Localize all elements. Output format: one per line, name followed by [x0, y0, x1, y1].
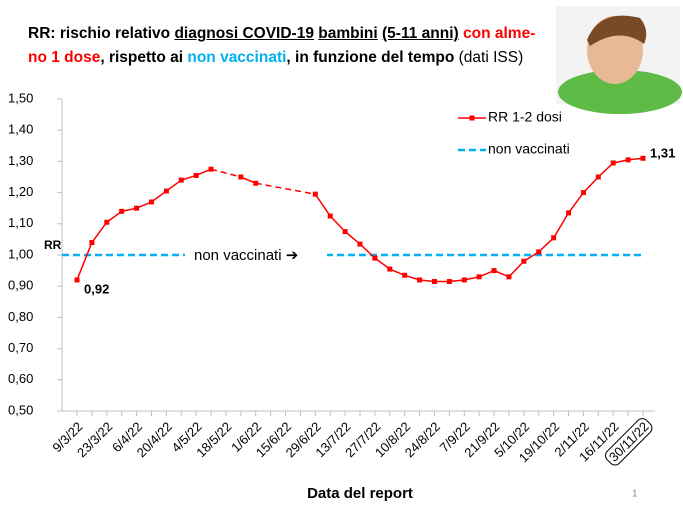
marker — [328, 214, 333, 219]
marker — [551, 235, 556, 240]
marker — [566, 210, 571, 215]
y-tick-label: 1,50 — [8, 90, 33, 105]
title-text: RR: rischio relativo — [28, 25, 174, 42]
marker — [194, 173, 199, 178]
page-number: 1 — [632, 489, 638, 500]
marker — [462, 277, 467, 282]
title-text: non vaccinati — [187, 49, 286, 66]
marker — [447, 279, 452, 284]
marker — [119, 209, 124, 214]
title-text: (dati ISS) — [459, 49, 524, 66]
value-label: 1,31 — [650, 146, 675, 161]
y-tick-label: 1,00 — [8, 246, 33, 261]
marker — [209, 167, 214, 172]
y-tick-label: 0,90 — [8, 278, 33, 293]
y-tick-label: 1,20 — [8, 184, 33, 199]
marker — [89, 240, 94, 245]
marker — [104, 220, 109, 225]
marker — [387, 267, 392, 272]
gap-bridge — [256, 183, 316, 194]
gap-bridge — [211, 169, 241, 177]
marker — [477, 274, 482, 279]
marker — [164, 189, 169, 194]
y-tick-label: 0,50 — [8, 402, 33, 417]
title-text: no 1 dose — [28, 49, 100, 66]
y-annotation: RR — [44, 238, 62, 252]
legend-marker — [470, 116, 475, 121]
title-text: , in funzione del tempo — [286, 49, 458, 66]
marker — [179, 178, 184, 183]
legend-label: non vaccinati — [488, 141, 570, 157]
marker — [521, 259, 526, 264]
legend-label: RR 1-2 dosi — [488, 109, 562, 125]
marker — [432, 279, 437, 284]
boy-picture — [556, 6, 682, 114]
marker — [506, 274, 511, 279]
y-tick-label: 0,70 — [8, 340, 33, 355]
y-tick-label: 0,80 — [8, 309, 33, 324]
marker — [611, 160, 616, 165]
marker — [372, 256, 377, 261]
marker — [238, 175, 243, 180]
y-tick-label: 1,30 — [8, 153, 33, 168]
marker — [149, 199, 154, 204]
marker — [581, 190, 586, 195]
marker — [626, 157, 631, 162]
chart: 0,50 0,60 0,70 0,80 0,90 1,00 1,10 1,20 1,30 1,40… — [0, 0, 683, 509]
reference-label: non vaccinati ➔ — [194, 247, 298, 264]
title-text: , rispetto ai — [100, 49, 187, 66]
marker — [313, 192, 318, 197]
marker — [492, 268, 497, 273]
marker — [134, 206, 139, 211]
series-line — [315, 158, 643, 281]
marker — [402, 273, 407, 278]
y-tick-label: 1,10 — [8, 215, 33, 230]
marker — [417, 277, 422, 282]
title-text: diagnosi COVID-19 — [174, 25, 314, 42]
title-text: con alme- — [463, 25, 535, 42]
marker — [253, 181, 258, 186]
x-axis-label: Data del report — [307, 485, 413, 502]
y-tick-label: 1,40 — [8, 122, 33, 137]
marker — [343, 229, 348, 234]
marker — [536, 249, 541, 254]
title-text: (5-11 anni) — [382, 25, 459, 42]
marker — [596, 175, 601, 180]
y-tick-label: 0,60 — [8, 371, 33, 386]
chart-title: RR: rischio relativo diagnosi COVID-19 b… — [28, 22, 568, 70]
marker — [358, 242, 363, 247]
title-text: bambini — [318, 25, 377, 42]
marker — [75, 277, 80, 282]
slide: 0,50 0,60 0,70 0,80 0,90 1,00 1,10 1,20 1,30 1,40… — [0, 0, 683, 509]
value-label: 0,92 — [84, 281, 109, 296]
marker — [641, 156, 646, 161]
